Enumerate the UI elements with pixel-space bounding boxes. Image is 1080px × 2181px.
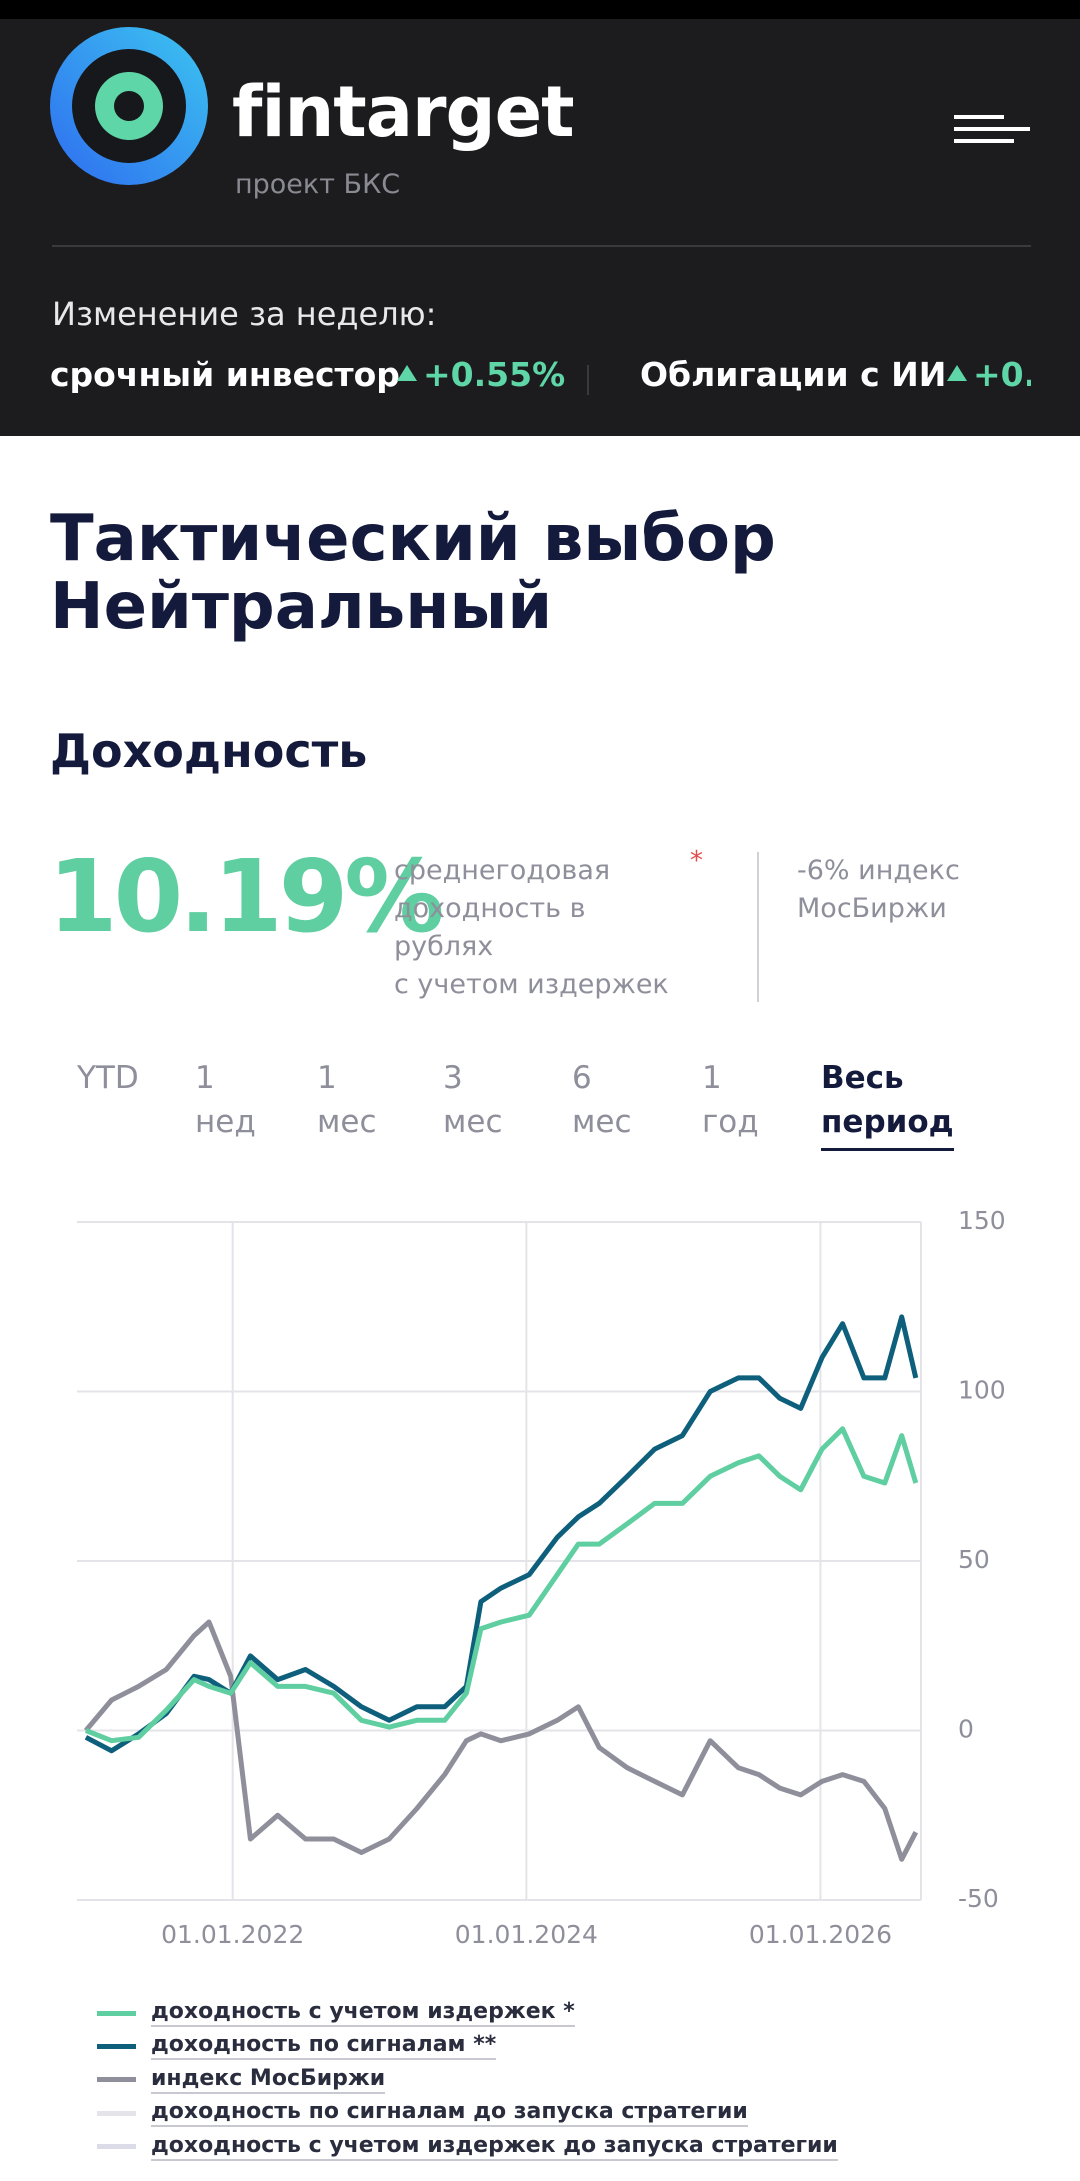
y-tick-label: 0	[958, 1715, 974, 1744]
ticker-change: +0.55%	[423, 355, 566, 394]
legend-label: доходность по сигналам **	[151, 2032, 497, 2061]
y-tick-label: 150	[958, 1206, 1006, 1235]
ticker-name[interactable]: Облигации с ИИ	[640, 355, 947, 394]
period-tab[interactable]: 1 нед	[195, 1056, 256, 1144]
ticker-name[interactable]: срочный инвестор	[50, 355, 400, 394]
legend-item[interactable]: доходность с учетом издержек до запуска …	[97, 2132, 838, 2162]
legend-item[interactable]: доходность по сигналам **	[97, 2031, 497, 2061]
asterisk: *	[690, 846, 703, 876]
y-tick-label: 50	[958, 1545, 990, 1574]
brand: fintarget	[232, 71, 575, 153]
series-line	[84, 1426, 919, 1744]
legend-swatch	[97, 2043, 136, 2049]
up-arrow	[397, 365, 417, 381]
legend-label: доходность с учетом издержек *	[151, 1999, 575, 2027]
tab-label: Весь	[821, 1060, 904, 1096]
tab-label: период	[821, 1104, 954, 1140]
tab-label: 1	[195, 1060, 215, 1096]
period-tab[interactable]: 6 мес	[572, 1056, 632, 1144]
subbrand: проект БКС	[235, 169, 401, 200]
description-line: среднегодовая	[394, 855, 611, 886]
legend-label: индекс МосБиржи	[151, 2066, 386, 2094]
legend-item[interactable]: индекс МосБиржи	[97, 2065, 386, 2095]
index-note: -6% индекс МосБиржи	[797, 852, 960, 928]
period-tab[interactable]: 3 мес	[443, 1056, 503, 1144]
x-tick-label: 01.01.2024	[455, 1920, 598, 1949]
tab-label: YTD	[77, 1060, 139, 1096]
tab-label: 1	[317, 1060, 337, 1096]
legend-item[interactable]: доходность с учетом издержек *	[97, 1998, 575, 2028]
period-tab[interactable]: Весь период	[821, 1056, 954, 1151]
period-tab[interactable]: YTD	[77, 1056, 139, 1100]
description-line: доходность в	[394, 893, 586, 924]
tab-label: нед	[195, 1104, 256, 1140]
legend-swatch	[97, 2110, 136, 2116]
divider	[52, 245, 1031, 247]
page-title: Тактический выбор Нейтральный	[50, 505, 776, 641]
weekly-label: Изменение за неделю:	[52, 295, 437, 333]
period-tab[interactable]: 1 мес	[317, 1056, 377, 1144]
tab-label: мес	[317, 1104, 377, 1140]
tab-label: мес	[443, 1104, 503, 1140]
menu-button[interactable]	[950, 109, 1034, 153]
legend-swatch	[97, 2010, 136, 2016]
legend-item[interactable]: доходность по сигналам до запуска страте…	[97, 2098, 748, 2128]
y-tick-label: -50	[958, 1884, 999, 1913]
note-line: МосБиржи	[797, 893, 947, 924]
legend-label: доходность с учетом издержек до запуска …	[151, 2133, 838, 2161]
title-line: Нейтральный	[50, 570, 553, 644]
logo	[50, 27, 208, 185]
description-line: с учетом издержек	[394, 969, 669, 1000]
tab-label: 1	[702, 1060, 722, 1096]
x-tick-label: 01.01.2026	[749, 1920, 892, 1949]
title-line: Тактический выбор	[50, 502, 776, 576]
ticker-change: +0.4	[973, 355, 1031, 394]
tab-label: 3	[443, 1060, 463, 1096]
section-title: Доходность	[50, 724, 368, 778]
note-line: -6% индекс	[797, 855, 960, 886]
x-tick-label: 01.01.2022	[161, 1920, 304, 1949]
tab-label: 6	[572, 1060, 592, 1096]
tab-label: мес	[572, 1104, 632, 1140]
ticker: срочный инвестор +0.55% Облигации с ИИ +…	[0, 337, 1031, 407]
chart: -50 0 50 100 150 01.01.2022 01.01.2024 01.01.20…	[77, 1206, 1006, 1949]
header: fintarget проект БКС Изменение за неделю…	[0, 0, 1080, 436]
legend-swatch	[97, 2144, 136, 2150]
description-line: рублях	[394, 931, 494, 962]
y-tick-label: 100	[958, 1376, 1006, 1405]
summary-description: среднегодовая доходность в рублях с учет…	[394, 852, 669, 1004]
summary-value: 10.19%	[48, 838, 445, 955]
legend-label: доходность по сигналам до запуска страте…	[151, 2099, 748, 2128]
up-arrow	[947, 365, 967, 381]
tab-label: год	[702, 1104, 759, 1140]
legend-swatch	[97, 2077, 136, 2083]
ticker-separator	[587, 365, 589, 395]
summary-divider	[757, 852, 759, 1002]
series-line	[83, 1619, 919, 1862]
period-tab[interactable]: 1 год	[702, 1056, 759, 1144]
